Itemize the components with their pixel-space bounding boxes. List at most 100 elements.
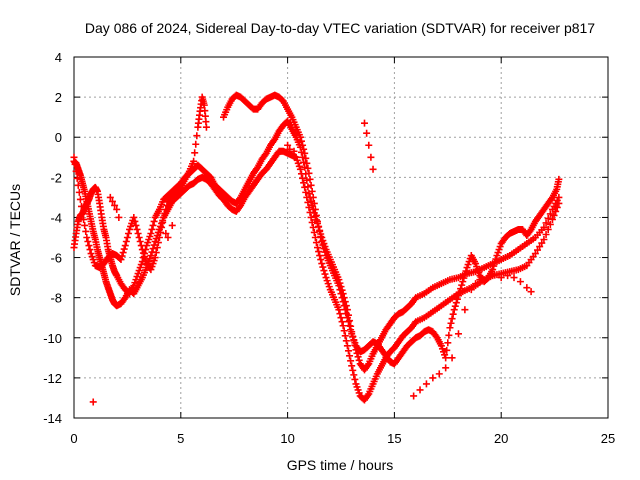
- data-point: [86, 246, 94, 254]
- data-point: [131, 217, 139, 225]
- data-point: [138, 258, 146, 266]
- data-point: [319, 241, 327, 249]
- y-tick-label: 2: [55, 90, 62, 105]
- data-point: [153, 244, 161, 252]
- data-point: [540, 223, 548, 231]
- data-point: [422, 380, 430, 388]
- data-point: [135, 234, 143, 241]
- data-point: [553, 203, 561, 211]
- data-point: [546, 210, 554, 218]
- data-point: [364, 361, 372, 369]
- data-point: [75, 188, 83, 196]
- data-point: [74, 181, 82, 189]
- y-tick-label: -8: [50, 291, 62, 306]
- data-point: [202, 123, 210, 131]
- data-point: [442, 354, 450, 362]
- data-point: [142, 256, 150, 264]
- data-point: [147, 229, 155, 237]
- data-point: [548, 215, 556, 223]
- data-point: [321, 248, 329, 256]
- data-point: [318, 260, 326, 268]
- y-axis-label: SDTVAR / TECUs: [7, 184, 23, 296]
- data-point: [296, 133, 304, 141]
- data-point: [77, 202, 85, 210]
- data-point: [136, 238, 144, 246]
- data-point: [451, 302, 459, 310]
- data-point: [343, 314, 351, 322]
- data-point: [410, 392, 418, 400]
- data-point: [310, 228, 318, 236]
- data-point: [346, 352, 354, 360]
- data-point: [309, 193, 317, 201]
- data-point: [300, 145, 308, 153]
- data-point: [89, 398, 97, 406]
- data-point: [137, 242, 145, 250]
- data-point: [304, 164, 312, 172]
- data-point: [447, 319, 455, 327]
- data-point: [450, 306, 458, 314]
- data-point: [445, 331, 453, 339]
- data-point: [349, 366, 357, 374]
- data-point: [296, 165, 304, 173]
- data-point: [456, 288, 464, 296]
- data-point: [160, 213, 168, 221]
- data-point: [290, 147, 298, 155]
- y-tick-label: -2: [50, 170, 62, 185]
- data-point: [346, 322, 354, 330]
- x-axis-label: GPS time / hours: [287, 457, 394, 473]
- data-point: [350, 371, 358, 379]
- data-point: [454, 292, 462, 300]
- data-point: [299, 174, 307, 182]
- data-point: [82, 227, 90, 235]
- data-point: [336, 286, 344, 294]
- data-point: [139, 249, 147, 257]
- data-point: [492, 255, 500, 263]
- data-point: [497, 274, 505, 282]
- data-point: [149, 245, 157, 253]
- data-point: [307, 181, 315, 189]
- data-point: [73, 174, 81, 182]
- data-point: [191, 149, 199, 157]
- data-point: [461, 306, 469, 314]
- data-point: [302, 188, 310, 196]
- data-point: [476, 276, 484, 284]
- data-point: [335, 282, 343, 290]
- x-tick-label: 25: [601, 431, 615, 446]
- data-point: [151, 254, 159, 262]
- data-point: [261, 151, 269, 159]
- data-point: [303, 193, 311, 201]
- data-point: [351, 375, 359, 383]
- data-point: [472, 280, 480, 288]
- data-point: [367, 153, 375, 161]
- data-point: [113, 205, 121, 213]
- data-point: [302, 154, 310, 162]
- data-point: [467, 286, 475, 294]
- data-point: [527, 288, 535, 296]
- data-point: [315, 248, 323, 256]
- data-point: [552, 207, 560, 215]
- data-point: [555, 199, 563, 207]
- data-point: [550, 211, 558, 219]
- plot-frame: [73, 56, 609, 419]
- data-point: [154, 239, 162, 247]
- data-point: [448, 354, 456, 362]
- data-point: [106, 193, 114, 201]
- data-point: [342, 337, 350, 345]
- data-point: [162, 229, 170, 237]
- data-point: [152, 249, 160, 257]
- x-tick-label: 0: [70, 431, 77, 446]
- data-point: [531, 250, 539, 258]
- data-point: [308, 218, 316, 226]
- data-point: [117, 256, 125, 264]
- data-point: [312, 239, 320, 247]
- data-point: [364, 391, 372, 399]
- data-point: [523, 284, 531, 292]
- data-point: [84, 238, 92, 246]
- data-point: [347, 357, 355, 365]
- data-point: [307, 213, 315, 221]
- data-point: [344, 318, 352, 326]
- data-point: [149, 221, 157, 229]
- chart-title: Day 086 of 2024, Sidereal Day-to-day VTE…: [85, 20, 595, 36]
- data-point: [120, 245, 128, 253]
- data-point: [118, 252, 126, 260]
